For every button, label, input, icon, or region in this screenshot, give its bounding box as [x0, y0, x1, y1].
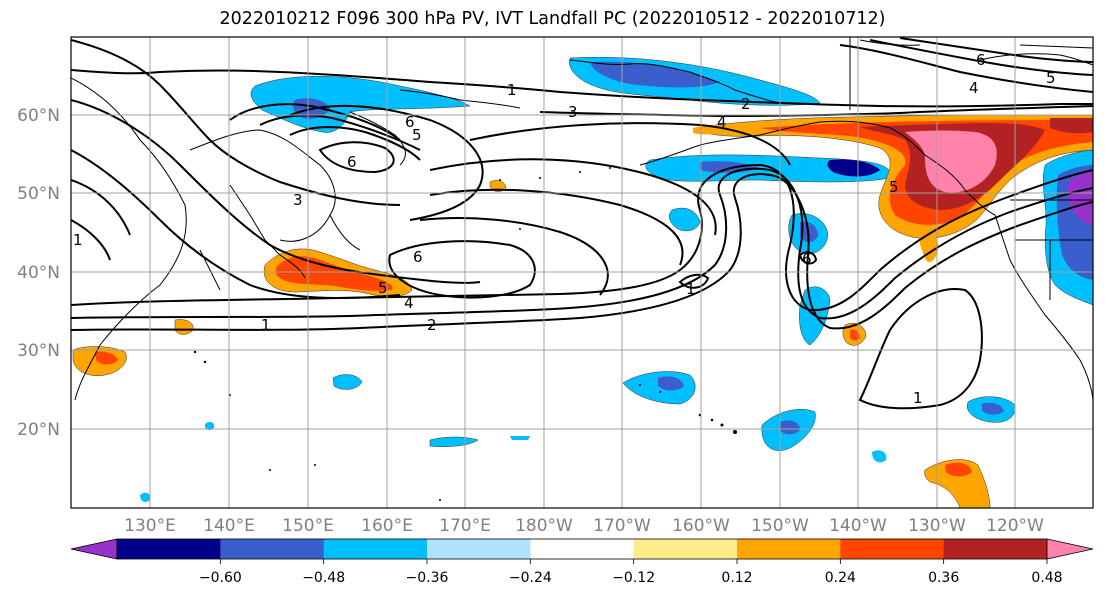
colorbar-extend-min — [70, 538, 118, 560]
colorbar-cell — [737, 539, 841, 559]
lat-label: 40°N — [17, 263, 60, 283]
contour-label: 1 — [73, 231, 83, 249]
colorbar-tick-label: −0.12 — [612, 570, 655, 586]
contour-label: 5 — [889, 178, 899, 196]
lon-label: 170°E — [439, 516, 491, 536]
colorbar-cell — [633, 539, 738, 559]
lon-label: 150°E — [282, 516, 334, 536]
contour-label: 6 — [802, 250, 812, 268]
lon-label: 160°E — [361, 516, 413, 536]
contour-label: 6 — [405, 113, 415, 131]
colorbar-tick-label: −0.24 — [509, 570, 552, 586]
latitude-labels: 60°N 50°N 40°N 30°N 20°N — [17, 106, 60, 440]
contour-label: 6 — [413, 248, 423, 266]
contour-label: 3 — [293, 191, 303, 209]
colorbar-extend-max — [1046, 538, 1094, 560]
colorbar-tick-label: −0.60 — [199, 570, 242, 586]
contour-label: 1 — [913, 389, 923, 407]
colorbar-tick-label: 0.48 — [1031, 570, 1062, 586]
contour-label: 5 — [378, 279, 388, 297]
graticule — [71, 37, 1093, 508]
lon-label: 120°W — [986, 516, 1044, 536]
colorbar-tick-label: 0.12 — [721, 570, 752, 586]
colorbar-cell — [530, 539, 635, 559]
contour-label: 5 — [412, 126, 422, 144]
longitude-labels: 130°E 140°E 150°E 160°E 170°E 180°W 170°… — [124, 516, 1044, 536]
colorbar-tick-label: 0.24 — [825, 570, 856, 586]
contour-label: 6 — [976, 51, 986, 69]
contour-label: 3 — [568, 103, 578, 121]
contour-label: 2 — [427, 316, 437, 334]
colorbar-cell — [943, 539, 1048, 559]
colorbar-cell — [427, 539, 531, 559]
colorbar-cell — [117, 539, 221, 559]
lon-label: 130°W — [908, 516, 966, 536]
lat-label: 60°N — [17, 106, 60, 126]
contour-label: 5 — [1046, 69, 1056, 87]
map-title: 2022010212 F096 300 hPa PV, IVT Landfall… — [219, 9, 886, 29]
colorbar-cell — [220, 539, 325, 559]
contour-label: 6 — [347, 153, 357, 171]
lon-label: 150°W — [751, 516, 809, 536]
contour-label: 1 — [507, 81, 517, 99]
lon-label: 130°E — [124, 516, 176, 536]
lat-label: 20°N — [17, 420, 60, 440]
contour-label: 2 — [741, 95, 751, 113]
contour-label: 4 — [717, 113, 727, 131]
colorbar-tick-label: −0.48 — [302, 570, 345, 586]
lat-label: 50°N — [17, 184, 60, 204]
colorbar: −0.60 −0.48 −0.36 −0.24 −0.12 0.12 0.24 0.36 0.4… — [70, 538, 1094, 586]
colorbar-tick-label: −0.36 — [406, 570, 449, 586]
colorbar-cell — [840, 539, 945, 559]
lon-label: 160°W — [672, 516, 730, 536]
contour-label: 4 — [404, 294, 414, 312]
contour-label: 4 — [969, 79, 979, 97]
contour-labels: 1 1 1 1 1 2 2 3 3 4 4 4 5 5 5 5 6 6 6 6 … — [73, 51, 1056, 407]
islands — [193, 167, 737, 501]
pv-anomaly-shading — [72, 56, 1093, 508]
colorbar-cell — [323, 539, 428, 559]
contour-label: 1 — [261, 316, 271, 334]
colorbar-tick-label: 0.36 — [928, 570, 959, 586]
lon-label: 180°W — [515, 516, 573, 536]
lat-label: 30°N — [17, 341, 60, 361]
lon-label: 170°W — [593, 516, 651, 536]
contour-label: 1 — [686, 280, 696, 298]
map-frame — [70, 36, 1094, 509]
lon-label: 140°W — [829, 516, 887, 536]
lon-label: 140°E — [203, 516, 255, 536]
